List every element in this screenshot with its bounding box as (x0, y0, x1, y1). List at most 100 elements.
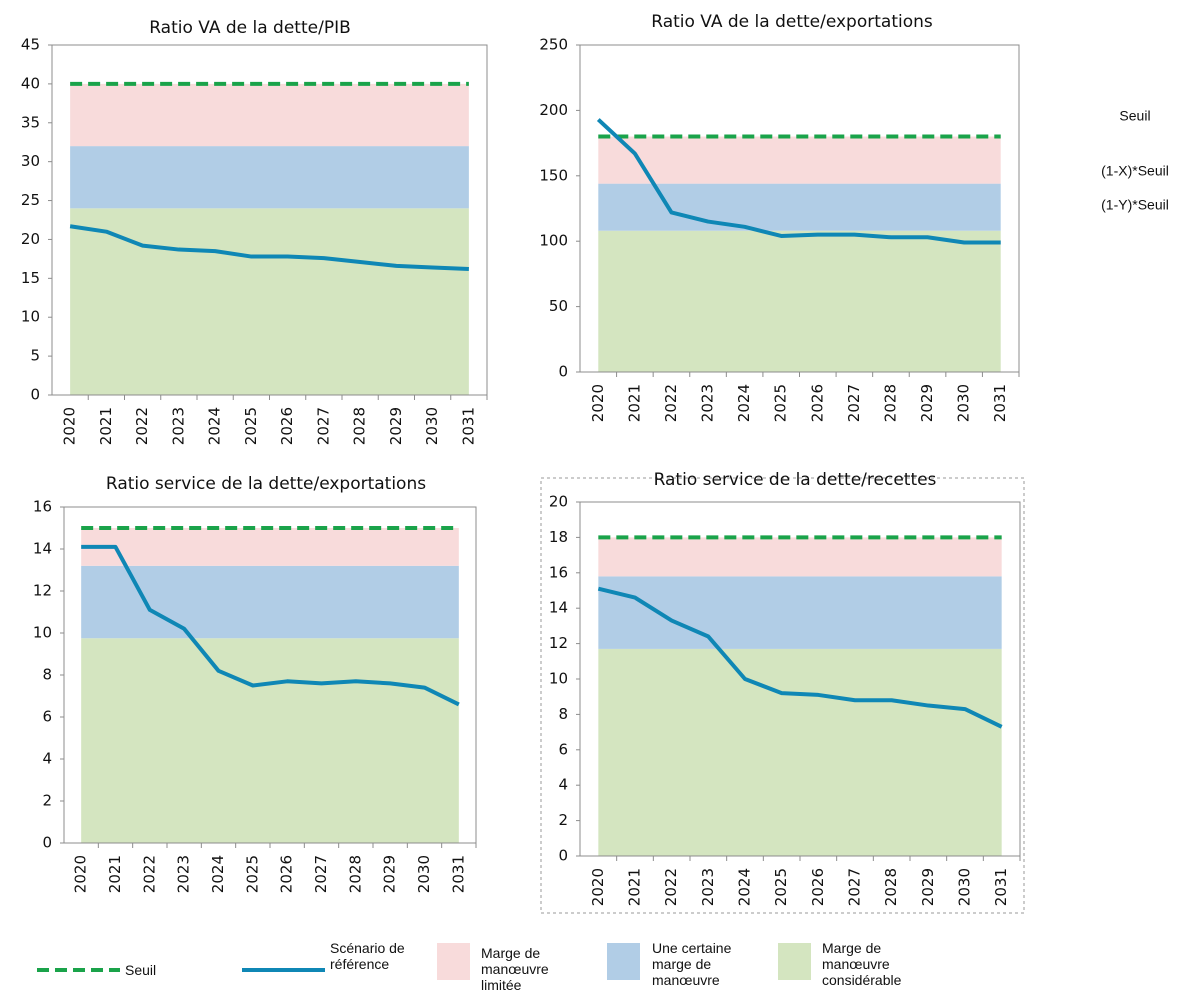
x-tick-label: 2031 (449, 855, 467, 893)
x-tick-label: 2027 (845, 384, 863, 422)
y-tick-label: 5 (30, 347, 40, 365)
y-tick-label: 2 (42, 792, 52, 810)
legend-label: Seuil (125, 962, 157, 978)
x-tick-label: 2029 (918, 384, 936, 422)
y-tick-label: 2 (558, 811, 568, 829)
scenario-line (596, 118, 1001, 245)
legend-label: Scénario de référence (330, 940, 405, 972)
chart-title: Ratio service de la dette/recettes (654, 470, 937, 490)
y-tick-label: 16 (33, 498, 52, 516)
zone-band (598, 576, 1002, 649)
y-tick-label: 14 (549, 599, 568, 617)
y-tick-label: 25 (21, 191, 40, 209)
y-tick-label: 12 (33, 582, 52, 600)
y-tick-label: 10 (33, 624, 52, 642)
legend-swatch (778, 943, 811, 980)
x-tick-label: 2031 (459, 407, 477, 445)
x-tick-label: 2024 (209, 855, 227, 893)
chart-title: Ratio service de la dette/exportations (106, 474, 426, 494)
x-tick-label: 2025 (242, 407, 260, 445)
side-label: Seuil (1119, 108, 1150, 124)
chart-grid: Seuil (1-X)*Seuil (1-Y)*Seuil 0510152025… (21, 12, 1169, 914)
x-tick-label: 2021 (106, 855, 124, 893)
side-label: (1-X)*Seuil (1101, 163, 1169, 179)
x-tick-label: 2020 (61, 407, 79, 445)
x-tick-label: 2025 (772, 868, 790, 906)
chart-title: Ratio VA de la dette/exportations (651, 12, 933, 32)
zone-band (70, 83, 469, 147)
legend-swatch (437, 943, 470, 980)
x-tick-label: 2027 (314, 407, 332, 445)
y-tick-label: 15 (21, 269, 40, 287)
y-tick-label: 0 (558, 847, 568, 865)
legend: Seuil Scénario de référence Marge de man… (0, 940, 1185, 1007)
zone-band (598, 183, 1001, 231)
x-tick-label: 2027 (846, 868, 864, 906)
zone-band (70, 208, 469, 395)
y-tick-label: 50 (549, 297, 568, 315)
y-tick-label: 10 (549, 670, 568, 688)
y-tick-label: 6 (42, 708, 52, 726)
zone-band (81, 528, 459, 566)
x-tick-label: 2021 (625, 384, 643, 422)
scenario-line (597, 586, 1003, 729)
y-tick-label: 20 (549, 493, 568, 511)
x-tick-label: 2030 (956, 868, 974, 906)
y-tick-label: 250 (539, 36, 568, 54)
x-tick-label: 2020 (589, 384, 607, 422)
legend-label: Une certaine marge de manœuvre (652, 940, 732, 988)
x-tick-label: 2031 (991, 384, 1009, 422)
y-tick-label: 8 (42, 666, 52, 684)
zone-band (598, 230, 1001, 372)
zone-band (70, 146, 469, 209)
y-tick-label: 0 (42, 834, 52, 852)
legend-swatch (607, 943, 640, 980)
legend-label: Marge de manœuvre considérable (822, 940, 902, 988)
selection-frame (540, 477, 1025, 914)
y-tick-label: 18 (549, 528, 568, 546)
side-label: (1-Y)*Seuil (1101, 197, 1169, 213)
x-tick-label: 2026 (278, 407, 296, 445)
x-tick-label: 2023 (699, 868, 717, 906)
y-tick-label: 8 (558, 705, 568, 723)
x-tick-label: 2023 (175, 855, 193, 893)
y-tick-label: 0 (30, 386, 40, 404)
y-tick-label: 6 (558, 740, 568, 758)
y-tick-label: 200 (539, 101, 568, 119)
x-tick-label: 2031 (992, 868, 1010, 906)
y-tick-label: 20 (21, 230, 40, 248)
x-tick-label: 2026 (808, 384, 826, 422)
chart-title: Ratio VA de la dette/PIB (149, 18, 351, 38)
x-tick-label: 2024 (736, 868, 754, 906)
x-tick-label: 2030 (423, 407, 441, 445)
x-tick-label: 2023 (699, 384, 717, 422)
x-tick-label: 2026 (809, 868, 827, 906)
y-tick-label: 0 (558, 363, 568, 381)
x-tick-label: 2022 (140, 855, 158, 893)
scenario-line (69, 224, 469, 271)
x-tick-label: 2030 (955, 384, 973, 422)
x-tick-label: 2028 (351, 407, 369, 445)
x-tick-label: 2028 (881, 384, 899, 422)
y-tick-label: 4 (558, 776, 568, 794)
x-tick-label: 2029 (919, 868, 937, 906)
zone-band (81, 638, 459, 843)
legend-label: Marge de manœuvre limitée (481, 945, 549, 993)
zone-band (81, 565, 459, 639)
y-tick-label: 10 (21, 308, 40, 326)
x-tick-label: 2022 (662, 868, 680, 906)
x-tick-label: 2030 (415, 855, 433, 893)
y-tick-label: 40 (21, 74, 40, 92)
y-tick-label: 150 (539, 166, 568, 184)
zone-band (598, 537, 1002, 577)
y-tick-label: 45 (21, 36, 40, 54)
y-tick-label: 14 (33, 540, 52, 558)
zone-band (598, 136, 1001, 184)
x-tick-label: 2026 (278, 855, 296, 893)
x-tick-label: 2027 (312, 855, 330, 893)
x-tick-label: 2020 (72, 855, 90, 893)
x-tick-label: 2023 (169, 407, 187, 445)
zone-band (598, 648, 1002, 856)
y-tick-label: 12 (549, 634, 568, 652)
